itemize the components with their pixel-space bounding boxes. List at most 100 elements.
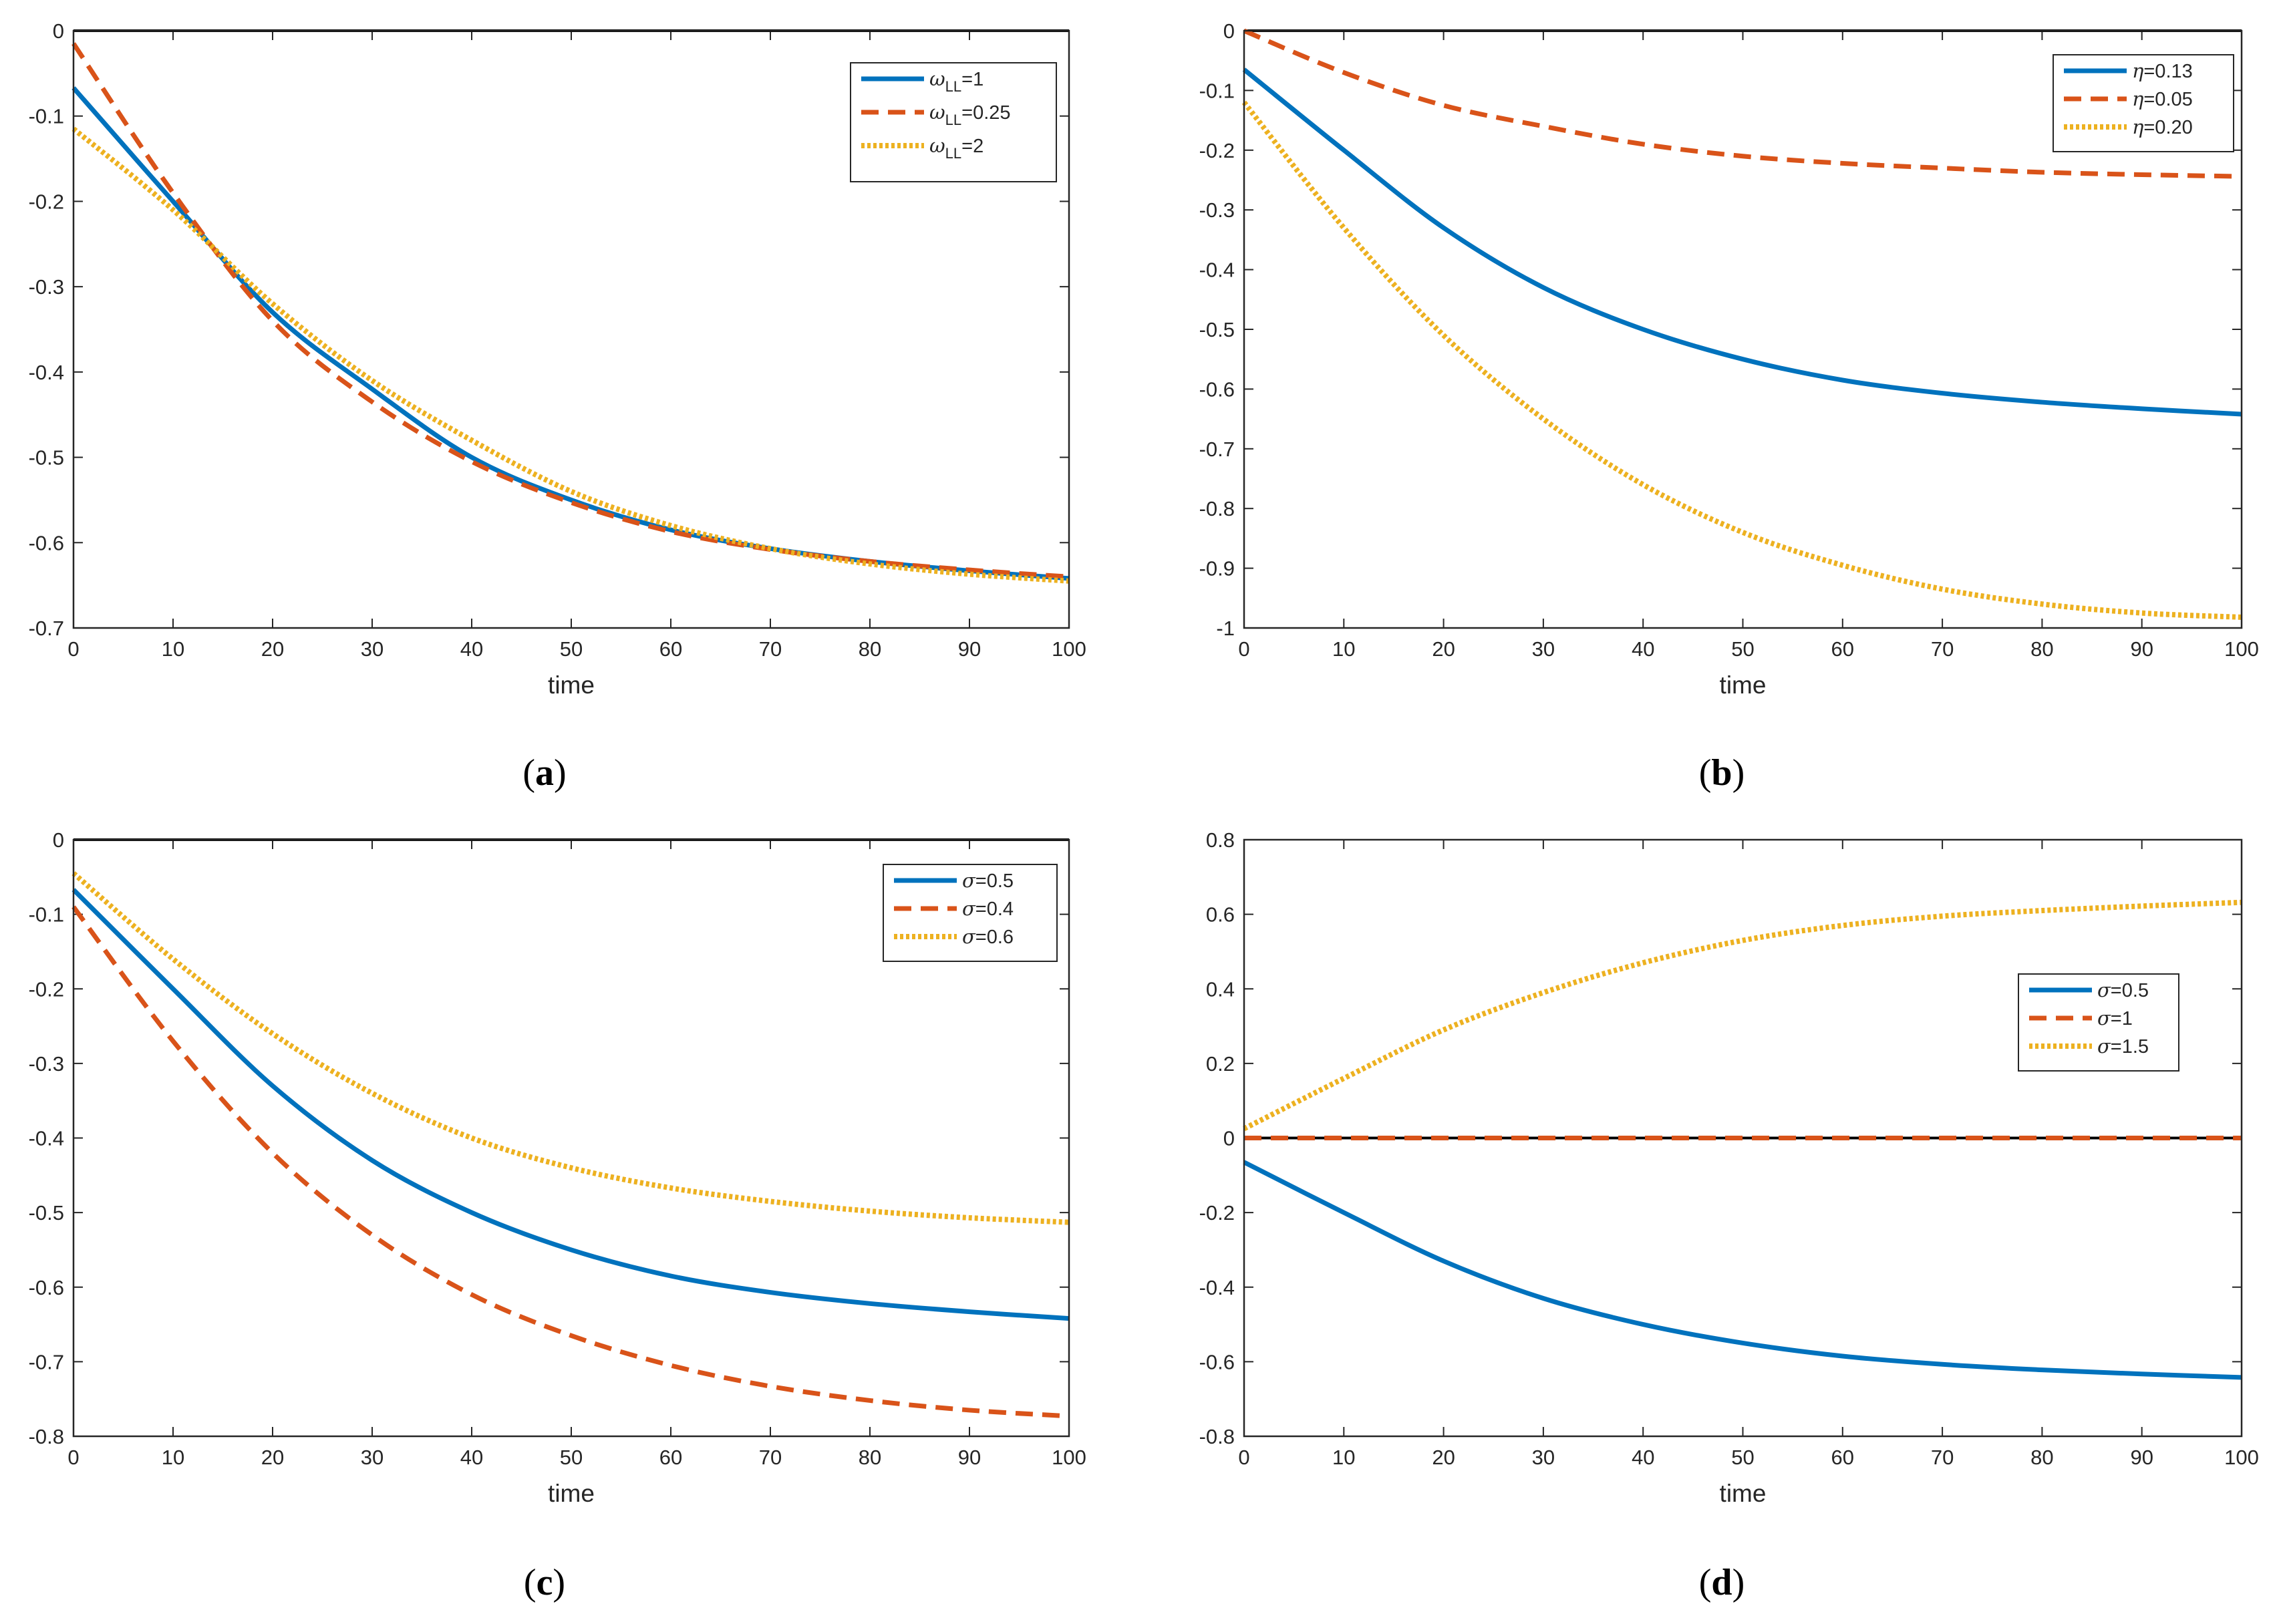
y-tick-label: -0.8 [29,1425,64,1448]
x-axis-label: time [548,671,595,699]
panel-caption: (d) [1699,1562,1745,1603]
x-tick-label: 90 [958,637,981,661]
x-tick-label: 0 [1238,1446,1249,1469]
x-tick-label: 20 [1432,637,1455,661]
y-tick-label: -0.7 [29,617,64,640]
x-tick-label: 80 [859,1446,881,1469]
series-line-yellow [1241,100,2242,620]
panel-b: 0 10 20 30 40 50 60 70 80 90 100 0 -0.1 -0.2 -0.3 -0.4 -… [1199,19,2259,794]
panel-caption: (c) [524,1562,565,1603]
series-line-blue [1242,67,2242,417]
x-tick-label: 0 [67,1446,79,1469]
axes-box [72,29,1070,629]
x-tick-label: 70 [1931,637,1954,661]
x-axis-label: time [1720,671,1767,699]
x-tick-label: 0 [1238,637,1249,661]
x-tick-label: 60 [659,637,682,661]
y-tick-label: -0.6 [29,531,64,554]
series-line-blue [71,888,1070,1321]
y-tick-label: -0.6 [1199,1350,1235,1373]
y-tick-label: 0 [53,19,64,43]
x-tick-label: 20 [1432,1446,1455,1469]
y-tick-label: 0.6 [1206,903,1235,927]
legend: ωLL=1 ωLL=0.25 ωLL=2 [850,62,1057,182]
y-tick-label: -0.5 [29,446,64,470]
legend-box [850,62,1057,182]
x-tick-label: 50 [1731,637,1754,661]
y-tick-label: -0.1 [29,105,64,128]
panel-d: 0 10 20 30 40 50 60 70 80 90 100 0.8 0.6 0.4 0.2 0 -0.2 -… [1199,828,2259,1603]
y-tick-label: -0.5 [29,1201,64,1225]
y-tick-label: -0.4 [1199,1276,1235,1299]
legend: σ=0.5 σ=0.4 σ=0.6 [883,864,1058,962]
legend-entry: ωLL=0.25 [929,101,1011,128]
y-tick-label: -0.1 [1199,79,1235,102]
y-tick-label: -0.2 [29,977,64,1001]
y-tick-label: 0 [1223,19,1235,43]
x-tick-label: 10 [162,1446,184,1469]
y-tick-label: -0.3 [29,1052,64,1076]
legend-entry: η=0.20 [2132,116,2193,138]
x-tick-label: 60 [659,1446,682,1469]
series-line-blue [1243,1160,2242,1380]
y-tick-label: -0.4 [29,1127,64,1150]
legend-entry: η=0.05 [2132,88,2193,110]
y-tick-label: -0.7 [1199,438,1235,461]
panel-a: 0 10 20 30 40 50 60 70 80 90 100 0 -0.1 -0.2 -0.3 -0.4 -… [29,19,1086,794]
y-tick-label: -0.6 [29,1276,64,1299]
y-tick-label: -0.2 [1199,1201,1235,1225]
y-tick-label: -0.2 [1199,139,1235,162]
y-tick-label: 0.8 [1206,828,1235,852]
x-tick-label: 0 [67,637,79,661]
y-tick-label: -0.6 [1199,377,1235,401]
x-tick-label: 80 [2030,1446,2053,1469]
x-tick-label: 90 [2130,637,2153,661]
legend-entry: σ=0.5 [962,869,1014,892]
y-tick-label: 0 [1223,1127,1235,1150]
y-tick-label: -0.4 [1199,259,1235,282]
axes-box [1243,838,2243,1438]
y-tick-label: -0.8 [1199,497,1235,520]
axes-box [1243,29,2243,629]
x-tick-label: 50 [560,637,583,661]
x-tick-label: 100 [2224,637,2259,661]
series-line-yellow [71,126,1070,584]
y-tick-label: -0.4 [29,361,64,384]
legend-entry: ωLL=1 [929,67,983,95]
legend-entry: ωLL=2 [929,134,983,162]
y-tick-label: -0.8 [1199,1425,1235,1448]
legend-entry: σ=1 [2097,1007,2133,1029]
legend-entry: σ=0.6 [962,925,1014,948]
x-tick-label: 10 [1332,637,1355,661]
series-line-orange [71,905,1070,1419]
x-axis-label: time [548,1480,595,1507]
legend: σ=0.5 σ=1 σ=1.5 [2018,973,2179,1072]
y-tick-label: -0.2 [29,190,64,213]
x-tick-label: 90 [2130,1446,2153,1469]
legend-entry: σ=0.5 [2097,979,2149,1001]
y-tick-label: -1 [1216,617,1235,640]
y-tick-label: -0.3 [1199,198,1235,222]
legend-entry: σ=0.4 [962,897,1014,920]
legend-entry: η=0.13 [2132,59,2193,82]
y-tick-label: -0.7 [29,1350,64,1373]
x-tick-label: 70 [1931,1446,1954,1469]
x-tick-label: 90 [958,1446,981,1469]
series-line-orange [1243,28,2242,179]
x-tick-label: 70 [759,637,782,661]
legend: η=0.13 η=0.05 η=0.20 [2053,54,2234,152]
x-axis-label: time [1720,1480,1767,1507]
y-tick-label: 0 [53,828,64,852]
y-tick-label: 0.4 [1206,977,1235,1001]
x-tick-label: 80 [2030,637,2053,661]
panel-caption: (a) [522,752,566,794]
series-line-yellow [1243,899,2242,1132]
y-tick-label: -0.1 [29,903,64,927]
x-tick-label: 60 [1831,637,1854,661]
y-tick-label: 0.2 [1206,1052,1235,1076]
x-tick-label: 30 [361,637,384,661]
x-tick-label: 100 [1052,1446,1086,1469]
x-tick-label: 40 [1632,637,1654,661]
x-tick-label: 10 [1332,1446,1355,1469]
